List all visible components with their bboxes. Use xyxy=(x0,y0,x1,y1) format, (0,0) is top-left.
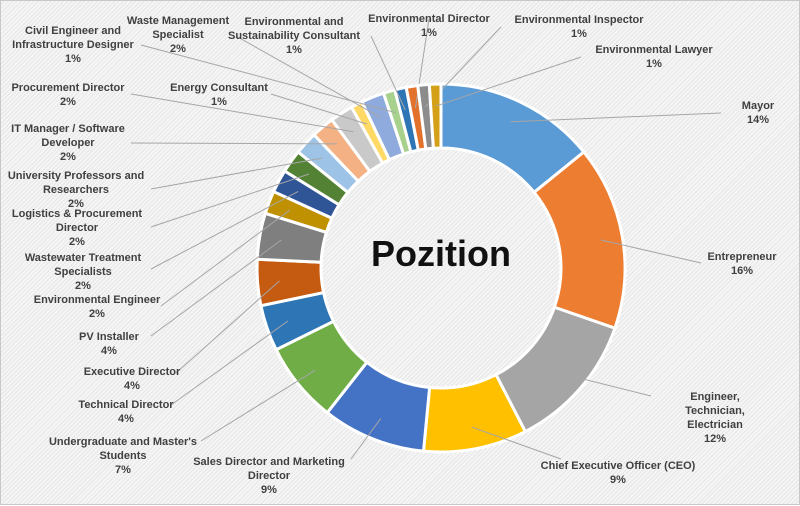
leader-line xyxy=(140,44,396,114)
data-label-name: Technical Director xyxy=(78,399,174,411)
data-label: IT Manager / Software Developer 2% xyxy=(11,122,125,164)
data-label-percent: 1% xyxy=(646,58,662,70)
data-label-percent: 2% xyxy=(68,198,84,210)
leader-line xyxy=(130,142,337,145)
leader-line xyxy=(563,373,652,397)
leader-line xyxy=(471,426,562,460)
data-label-percent: 1% xyxy=(421,27,437,39)
leader-line xyxy=(370,35,406,111)
data-label-name: Energy Consultant xyxy=(170,82,268,94)
leader-line xyxy=(350,418,382,460)
data-label: Technical Director 4% xyxy=(78,398,173,426)
data-label-name: Mayor xyxy=(741,100,775,112)
data-label-percent: 14% xyxy=(746,114,770,126)
data-label-name: PV Installer xyxy=(79,331,139,343)
data-label: Civil Engineer and Infrastructure Design… xyxy=(12,24,134,66)
data-label: Executive Director 4% xyxy=(84,365,181,393)
data-label-name: Wastewater Treatment Specialists xyxy=(24,252,142,278)
data-label: Undergraduate and Master's Students 7% xyxy=(49,435,197,477)
data-label-name: Environmental Lawyer xyxy=(595,44,713,56)
data-label: Environmental Inspector 1% xyxy=(515,13,644,41)
slice-21[interactable] xyxy=(427,82,443,150)
data-label-percent: 1% xyxy=(65,53,81,65)
data-label-percent: 16% xyxy=(730,265,754,277)
data-label: PV Installer 4% xyxy=(79,330,139,358)
data-label-name: IT Manager / Software Developer xyxy=(11,123,125,149)
data-label-percent: 4% xyxy=(124,380,140,392)
leader-line xyxy=(435,56,582,107)
data-label-percent: 2% xyxy=(170,43,186,55)
leader-line xyxy=(160,209,290,307)
data-label-percent: 1% xyxy=(211,96,227,108)
data-label-name: Undergraduate and Master's Students xyxy=(48,436,198,462)
data-label-name: Logistics & Procurement Director xyxy=(11,208,143,234)
data-label-name: Chief Executive Officer (CEO) xyxy=(540,460,696,472)
data-label-percent: 1% xyxy=(571,28,587,40)
leader-line xyxy=(150,173,310,228)
data-label-name: Environmental Engineer xyxy=(33,294,161,306)
data-label-name: Environmental and Sustainability Consult… xyxy=(227,16,361,42)
data-label: Chief Executive Officer (CEO) 9% xyxy=(541,459,696,487)
leader-line xyxy=(150,157,323,190)
data-label-percent: 2% xyxy=(60,96,76,108)
data-label: Mayor 14% xyxy=(742,99,774,127)
data-label-name: Environmental Director xyxy=(368,13,490,25)
data-label: Wastewater Treatment Specialists 2% xyxy=(25,251,141,293)
data-label-percent: 2% xyxy=(75,280,91,292)
data-label-percent: 9% xyxy=(261,484,277,496)
data-label: Logistics & Procurement Director 2% xyxy=(12,207,142,249)
data-label-name: Civil Engineer and Infrastructure Design… xyxy=(12,25,134,51)
data-label: Entrepreneur 16% xyxy=(707,250,776,278)
data-label: Environmental Engineer 2% xyxy=(34,293,161,321)
data-label: Sales Director and Marketing Director 9% xyxy=(193,455,345,497)
data-label: University Professors and Researchers 2% xyxy=(8,169,144,211)
data-label-percent: 2% xyxy=(60,151,76,163)
data-label-name: Sales Director and Marketing Director xyxy=(193,456,345,482)
leader-line xyxy=(175,280,280,374)
leader-line xyxy=(270,93,367,125)
data-label: Energy Consultant 1% xyxy=(170,81,268,109)
data-label-name: Entrepreneur xyxy=(707,251,777,263)
leader-line xyxy=(130,93,354,133)
data-label-name: Procurement Director xyxy=(11,82,125,94)
leader-line xyxy=(150,191,299,270)
data-label: Engineer, Technician, Electrician 12% xyxy=(673,390,757,446)
data-label: Waste Management Specialist 2% xyxy=(127,14,229,56)
chart-title: Pozition xyxy=(371,233,511,274)
leader-line xyxy=(510,112,722,123)
data-label: Procurement Director 2% xyxy=(11,81,124,109)
data-label-percent: 1% xyxy=(286,44,302,56)
data-label-percent: 12% xyxy=(703,433,727,445)
leader-line xyxy=(600,239,702,264)
data-label-percent: 7% xyxy=(115,464,131,476)
data-label-percent: 4% xyxy=(101,345,117,357)
data-label-percent: 2% xyxy=(89,308,105,320)
leader-line xyxy=(170,320,289,406)
data-label: Environmental and Sustainability Consult… xyxy=(228,15,360,57)
data-label-name: University Professors and Researchers xyxy=(7,170,145,196)
leader-line xyxy=(235,35,382,119)
data-label-percent: 9% xyxy=(610,474,626,486)
leader-line xyxy=(150,239,282,337)
data-label-name: Environmental Inspector xyxy=(514,14,644,26)
data-label: Environmental Director 1% xyxy=(368,12,490,40)
data-label: Environmental Lawyer 1% xyxy=(595,43,712,71)
leader-line xyxy=(200,369,316,442)
data-label-percent: 4% xyxy=(118,413,134,425)
data-label-percent: 2% xyxy=(69,236,85,248)
data-label-name: Executive Director xyxy=(83,366,181,378)
data-label-name: Engineer, Technician, Electrician xyxy=(685,391,745,431)
data-label-name: Waste Management Specialist xyxy=(126,15,230,41)
